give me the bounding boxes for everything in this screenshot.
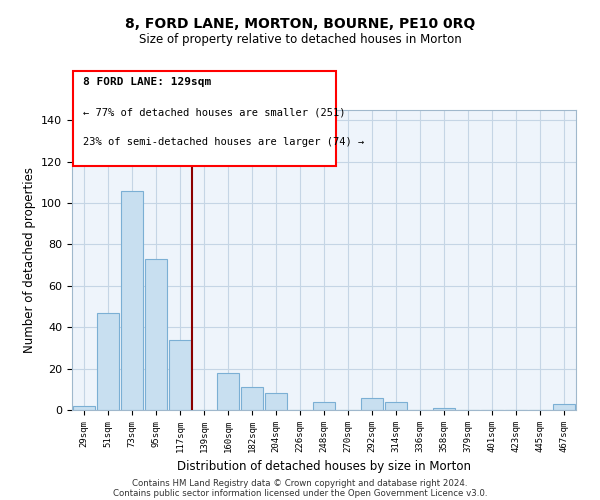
Text: Size of property relative to detached houses in Morton: Size of property relative to detached ho… xyxy=(139,32,461,46)
Bar xyxy=(385,402,407,410)
Bar xyxy=(433,408,455,410)
Bar xyxy=(241,387,263,410)
Text: 8 FORD LANE: 129sqm: 8 FORD LANE: 129sqm xyxy=(83,77,212,87)
Y-axis label: Number of detached properties: Number of detached properties xyxy=(23,167,35,353)
Text: 8, FORD LANE, MORTON, BOURNE, PE10 0RQ: 8, FORD LANE, MORTON, BOURNE, PE10 0RQ xyxy=(125,18,475,32)
Bar xyxy=(553,404,575,410)
Bar xyxy=(73,406,95,410)
Bar xyxy=(121,190,143,410)
Text: 23% of semi-detached houses are larger (74) →: 23% of semi-detached houses are larger (… xyxy=(83,137,365,147)
Bar xyxy=(265,394,287,410)
Bar xyxy=(217,373,239,410)
Text: Contains public sector information licensed under the Open Government Licence v3: Contains public sector information licen… xyxy=(113,488,487,498)
Bar xyxy=(313,402,335,410)
Text: ← 77% of detached houses are smaller (251): ← 77% of detached houses are smaller (25… xyxy=(83,107,346,117)
Bar xyxy=(145,259,167,410)
Bar xyxy=(169,340,191,410)
FancyBboxPatch shape xyxy=(73,71,336,166)
X-axis label: Distribution of detached houses by size in Morton: Distribution of detached houses by size … xyxy=(177,460,471,473)
Bar xyxy=(97,313,119,410)
Text: Contains HM Land Registry data © Crown copyright and database right 2024.: Contains HM Land Registry data © Crown c… xyxy=(132,478,468,488)
Bar xyxy=(361,398,383,410)
